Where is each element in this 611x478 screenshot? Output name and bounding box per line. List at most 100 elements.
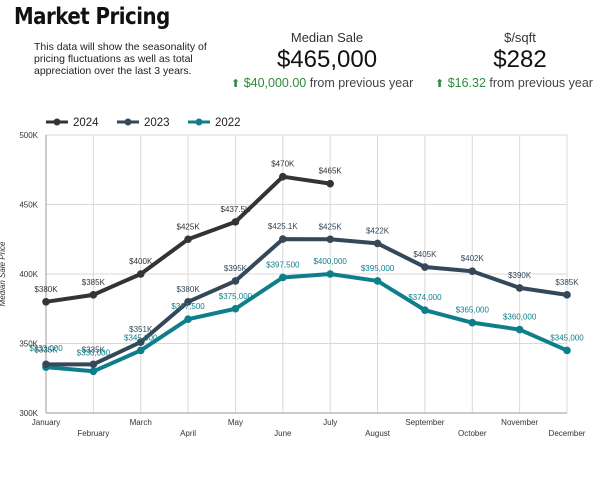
data-label-2022: $367,500 bbox=[171, 302, 205, 311]
data-label-2023: $425K bbox=[319, 222, 343, 231]
data-point-2022 bbox=[421, 306, 429, 314]
data-label-2023: $390K bbox=[508, 271, 532, 280]
data-label-2024: $400K bbox=[129, 257, 153, 266]
data-label-2024: $385K bbox=[82, 278, 106, 287]
description: This data will show the seasonality of p… bbox=[34, 41, 207, 77]
data-point-2023 bbox=[326, 235, 334, 244]
data-label-2024: $465K bbox=[319, 167, 343, 176]
median-sale-change-amount: $40,000.00 bbox=[243, 76, 307, 90]
price-per-sqft-stat: $/sqft $282 bbox=[470, 30, 570, 74]
price-per-sqft-change-suffix: from previous year bbox=[489, 76, 593, 90]
data-label-2022: $345,000 bbox=[124, 333, 158, 342]
y-tick-label: 450K bbox=[19, 201, 38, 210]
data-point-2023 bbox=[468, 267, 477, 276]
y-axis-label: Median Sale Price bbox=[0, 241, 7, 306]
x-tick-label: July bbox=[323, 418, 337, 427]
data-label-2023: $335K bbox=[82, 345, 106, 354]
data-point-2023 bbox=[373, 239, 382, 248]
data-label-2023: $405K bbox=[413, 250, 437, 259]
arrow-up-icon: ⬆ bbox=[435, 78, 445, 90]
data-point-2023 bbox=[279, 235, 287, 243]
data-point-2024 bbox=[89, 291, 98, 299]
data-point-2022 bbox=[136, 346, 145, 355]
data-label-2022: $374,000 bbox=[408, 293, 442, 302]
data-point-2022 bbox=[184, 315, 192, 323]
data-point-2024 bbox=[231, 218, 240, 226]
data-point-2022 bbox=[373, 277, 382, 285]
legend-label: 2022 bbox=[215, 117, 241, 129]
data-point-2024 bbox=[279, 172, 287, 181]
data-point-2022 bbox=[231, 304, 240, 313]
legend-label: 2023 bbox=[144, 117, 170, 129]
data-point-2022 bbox=[468, 318, 477, 327]
y-tick-label: 300K bbox=[19, 409, 38, 418]
data-label-2022: $400,000 bbox=[313, 257, 347, 266]
data-point-2023 bbox=[89, 360, 98, 369]
data-label-2024: $425K bbox=[177, 222, 201, 231]
legend-marker bbox=[53, 118, 61, 126]
data-point-2022 bbox=[89, 367, 98, 376]
data-point-2023 bbox=[42, 360, 50, 369]
data-point-2023 bbox=[136, 338, 145, 346]
data-label-2024: $380K bbox=[34, 285, 58, 294]
data-label-2022: $345,000 bbox=[550, 333, 584, 342]
x-tick-label: September bbox=[405, 418, 444, 427]
page-title: Market Pricing bbox=[14, 4, 170, 30]
data-label-2022: $395,000 bbox=[361, 264, 395, 273]
data-point-2024 bbox=[42, 298, 50, 306]
data-label-2023: $395K bbox=[224, 264, 248, 273]
legend-label: 2024 bbox=[73, 117, 99, 129]
x-tick-label: December bbox=[549, 429, 586, 438]
y-tick-label: 350K bbox=[19, 340, 38, 349]
data-point-2024 bbox=[184, 235, 192, 244]
series-line-2022 bbox=[44, 272, 569, 374]
data-point-2022 bbox=[515, 325, 524, 334]
data-label-2022: $365,000 bbox=[456, 306, 490, 315]
median-sale-stat: Median Sale $465,000 bbox=[262, 30, 392, 74]
x-tick-label: April bbox=[180, 429, 196, 438]
price-per-sqft-value: $282 bbox=[493, 46, 547, 73]
data-point-2024 bbox=[136, 270, 145, 278]
x-tick-label: August bbox=[365, 429, 391, 438]
arrow-up-icon: ⬆ bbox=[231, 78, 241, 90]
data-point-2023 bbox=[231, 277, 240, 285]
data-label-2023: $402K bbox=[461, 254, 485, 263]
data-label-2022: $330,000 bbox=[77, 348, 111, 357]
data-label-2024: $437.5K bbox=[221, 205, 251, 214]
data-point-2023 bbox=[184, 298, 192, 306]
data-label-2022: $360,000 bbox=[503, 313, 537, 322]
data-point-2023 bbox=[421, 263, 429, 271]
data-point-2022 bbox=[279, 273, 287, 282]
data-label-2022: $375,000 bbox=[219, 292, 253, 301]
price-per-sqft-change-amount: $16.32 bbox=[447, 76, 486, 90]
data-label-2023: $335K bbox=[34, 345, 58, 354]
data-label-2023: $425.1K bbox=[268, 222, 298, 231]
data-label-2022: $333,000 bbox=[29, 344, 63, 353]
data-label-2024: $470K bbox=[271, 160, 295, 169]
price-per-sqft-change: ⬆ $16.32 from previous year bbox=[435, 76, 593, 90]
legend-marker bbox=[124, 118, 132, 126]
data-point-2022 bbox=[563, 346, 571, 355]
y-tick-label: 500K bbox=[19, 131, 38, 140]
data-point-2023 bbox=[515, 284, 524, 292]
x-tick-label: May bbox=[228, 418, 243, 427]
data-label-2023: $385K bbox=[555, 278, 579, 287]
x-tick-label: June bbox=[274, 429, 292, 438]
median-sale-label: Median Sale bbox=[290, 30, 364, 45]
x-tick-label: November bbox=[501, 418, 538, 427]
x-tick-label: February bbox=[77, 429, 109, 438]
data-label-2022: $397,500 bbox=[266, 260, 300, 269]
data-label-2023: $422K bbox=[366, 226, 390, 235]
x-tick-label: March bbox=[130, 418, 152, 427]
series-line-2023 bbox=[44, 237, 569, 367]
median-sale-value: $465,000 bbox=[276, 46, 378, 73]
y-tick-label: 400K bbox=[19, 270, 38, 279]
x-tick-label: October bbox=[458, 429, 487, 438]
data-label-2023: $380K bbox=[177, 285, 201, 294]
data-point-2023 bbox=[563, 291, 571, 299]
x-tick-label: January bbox=[32, 418, 60, 427]
data-point-2022 bbox=[326, 270, 334, 278]
median-sale-change: ⬆ $40,000.00 from previous year bbox=[231, 76, 413, 90]
data-label-2023: $351K bbox=[129, 325, 153, 334]
legend-marker bbox=[195, 118, 203, 126]
